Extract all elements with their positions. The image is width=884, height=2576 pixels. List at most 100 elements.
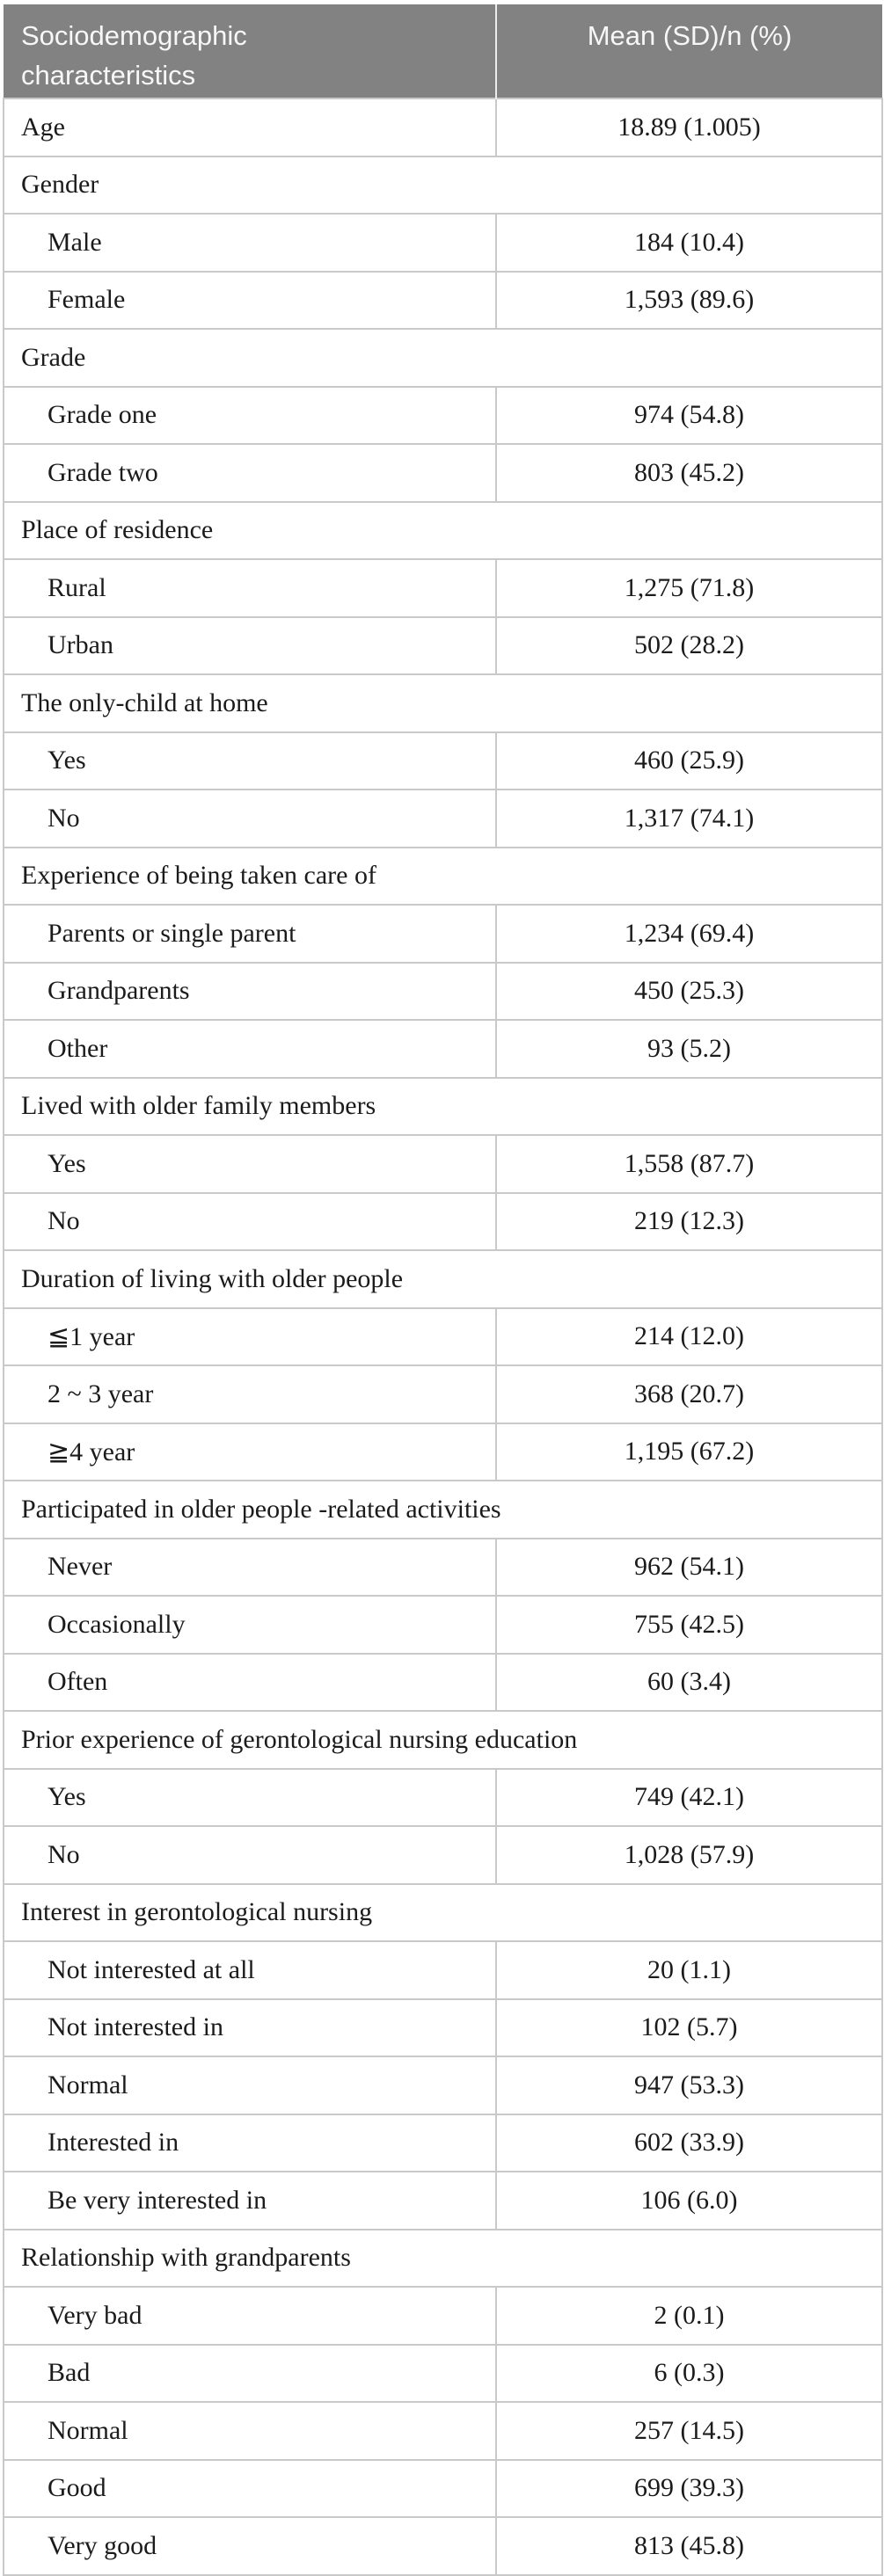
row-value: 6 (0.3) bbox=[495, 2343, 883, 2403]
row-label: Very good bbox=[3, 2516, 497, 2576]
table-body: Age 18.89 (1.005) Gender Male 184 (10.4) Fema… bbox=[3, 98, 883, 2576]
row-label: Bad bbox=[3, 2343, 497, 2403]
row-label: Other bbox=[3, 1019, 497, 1079]
category-label: The only-child at home bbox=[3, 673, 883, 733]
table-row: Rural 1,275 (71.8) bbox=[3, 558, 883, 618]
table-row: Urban 502 (28.2) bbox=[3, 615, 883, 675]
row-value: 1,275 (71.8) bbox=[495, 558, 883, 618]
row-value: 962 (54.1) bbox=[495, 1537, 883, 1597]
category-label: Lived with older family members bbox=[3, 1076, 883, 1136]
row-label: Urban bbox=[3, 615, 497, 675]
table-row: Yes 749 (42.1) bbox=[3, 1767, 883, 1827]
row-label: Age bbox=[3, 98, 497, 157]
row-value: 93 (5.2) bbox=[495, 1019, 883, 1079]
row-value: 749 (42.1) bbox=[495, 1767, 883, 1827]
table-row: Not interested in 102 (5.7) bbox=[3, 1997, 883, 2057]
row-label: No bbox=[3, 1825, 497, 1885]
table-row: Gender bbox=[3, 155, 883, 215]
header-characteristics-label: Sociodemographic characteristics bbox=[21, 20, 247, 91]
row-value: 2 (0.1) bbox=[495, 2286, 883, 2346]
table-header: Sociodemographic characteristics Mean (S… bbox=[4, 4, 882, 98]
row-label: Not interested at all bbox=[3, 1940, 497, 2000]
table-row: Relationship with grandparents bbox=[3, 2228, 883, 2288]
row-label: 2 ~ 3 year bbox=[3, 1364, 497, 1424]
row-label: Grade one bbox=[3, 385, 497, 445]
table-row: Parents or single parent 1,234 (69.4) bbox=[3, 904, 883, 964]
row-value: 1,558 (87.7) bbox=[495, 1134, 883, 1194]
row-value: 755 (42.5) bbox=[495, 1595, 883, 1655]
table-row: Male 184 (10.4) bbox=[3, 213, 883, 273]
row-label: Normal bbox=[3, 2056, 497, 2115]
category-label: Duration of living with older people bbox=[3, 1249, 883, 1309]
table-row: Prior experience of gerontological nursi… bbox=[3, 1710, 883, 1770]
table-row: Very bad 2 (0.1) bbox=[3, 2286, 883, 2346]
row-value: 20 (1.1) bbox=[495, 1940, 883, 2000]
category-label: Participated in older people -related ac… bbox=[3, 1480, 883, 1539]
row-label: Occasionally bbox=[3, 1595, 497, 1655]
row-label: No bbox=[3, 1191, 497, 1251]
row-label: Yes bbox=[3, 731, 497, 790]
table-row: Interest in gerontological nursing bbox=[3, 1882, 883, 1942]
table-row: Grade bbox=[3, 328, 883, 388]
row-value: 184 (10.4) bbox=[495, 213, 883, 273]
table-row: Often 60 (3.4) bbox=[3, 1652, 883, 1712]
row-value: 450 (25.3) bbox=[495, 961, 883, 1021]
header-mean-label: Mean (SD)/n (%) bbox=[587, 20, 793, 51]
table-row: Good 699 (39.3) bbox=[3, 2458, 883, 2518]
row-value: 60 (3.4) bbox=[495, 1652, 883, 1712]
category-label: Gender bbox=[3, 155, 883, 215]
category-label: Prior experience of gerontological nursi… bbox=[3, 1710, 883, 1770]
table-row: Lived with older family members bbox=[3, 1076, 883, 1136]
table-row: Very good 813 (45.8) bbox=[3, 2516, 883, 2576]
row-label: Parents or single parent bbox=[3, 904, 497, 964]
table-row: Yes 460 (25.9) bbox=[3, 731, 883, 790]
row-label: Male bbox=[3, 213, 497, 273]
table-row: Normal 257 (14.5) bbox=[3, 2401, 883, 2461]
row-label: Yes bbox=[3, 1767, 497, 1827]
row-label: Grade two bbox=[3, 443, 497, 503]
row-value: 1,317 (74.1) bbox=[495, 789, 883, 848]
row-value: 974 (54.8) bbox=[495, 385, 883, 445]
table-row: Participated in older people -related ac… bbox=[3, 1480, 883, 1539]
category-label: Grade bbox=[3, 328, 883, 388]
table-row: Place of residence bbox=[3, 500, 883, 560]
table-row: Not interested at all 20 (1.1) bbox=[3, 1940, 883, 2000]
row-value: 460 (25.9) bbox=[495, 731, 883, 790]
sociodemographic-table: Sociodemographic characteristics Mean (S… bbox=[3, 4, 883, 2576]
table-row: Experience of being taken care of bbox=[3, 846, 883, 906]
row-label: Good bbox=[3, 2458, 497, 2518]
table-row: No 1,028 (57.9) bbox=[3, 1825, 883, 1885]
category-label: Experience of being taken care of bbox=[3, 846, 883, 906]
row-value: 602 (33.9) bbox=[495, 2113, 883, 2172]
row-value: 18.89 (1.005) bbox=[495, 98, 883, 157]
table-row: Interested in 602 (33.9) bbox=[3, 2113, 883, 2172]
table-row: ≧4 year 1,195 (67.2) bbox=[3, 1422, 883, 1481]
row-value: 368 (20.7) bbox=[495, 1364, 883, 1424]
row-label: Yes bbox=[3, 1134, 497, 1194]
row-label: ≧4 year bbox=[3, 1422, 497, 1481]
row-value: 1,195 (67.2) bbox=[495, 1422, 883, 1481]
row-value: 813 (45.8) bbox=[495, 2516, 883, 2576]
table-row: Grade two 803 (45.2) bbox=[3, 443, 883, 503]
row-value: 699 (39.3) bbox=[495, 2458, 883, 2518]
row-label: Rural bbox=[3, 558, 497, 618]
table-row: Other 93 (5.2) bbox=[3, 1019, 883, 1079]
row-label: Not interested in bbox=[3, 1997, 497, 2057]
row-label: Female bbox=[3, 270, 497, 330]
header-characteristics-column: Sociodemographic characteristics bbox=[4, 4, 496, 98]
row-label: Grandparents bbox=[3, 961, 497, 1021]
table-row: Never 962 (54.1) bbox=[3, 1537, 883, 1597]
row-label: Never bbox=[3, 1537, 497, 1597]
table-row: Yes 1,558 (87.7) bbox=[3, 1134, 883, 1194]
row-label: Interested in bbox=[3, 2113, 497, 2172]
category-label: Interest in gerontological nursing bbox=[3, 1882, 883, 1942]
table-row: 2 ~ 3 year 368 (20.7) bbox=[3, 1364, 883, 1424]
row-label: ≦1 year bbox=[3, 1306, 497, 1366]
table-row: Duration of living with older people bbox=[3, 1249, 883, 1309]
row-value: 219 (12.3) bbox=[495, 1191, 883, 1251]
row-value: 1,028 (57.9) bbox=[495, 1825, 883, 1885]
header-mean-column: Mean (SD)/n (%) bbox=[495, 4, 882, 98]
table-row: Grade one 974 (54.8) bbox=[3, 385, 883, 445]
table-row: Age 18.89 (1.005) bbox=[3, 98, 883, 157]
row-value: 257 (14.5) bbox=[495, 2401, 883, 2461]
